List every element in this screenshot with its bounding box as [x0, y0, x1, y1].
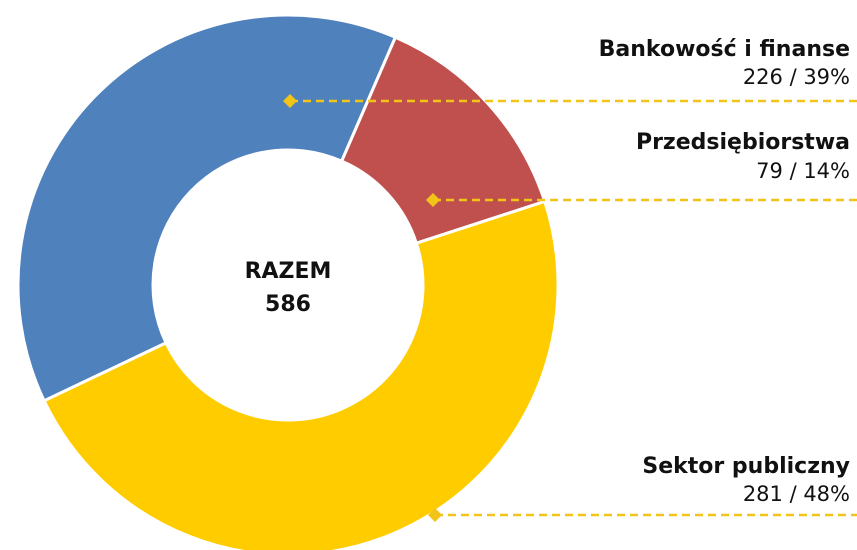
leader-marker: [428, 508, 442, 522]
center-label: RAZEM: [245, 259, 332, 284]
label-value: 281 / 48%: [743, 482, 850, 506]
center-total: 586: [265, 292, 311, 317]
label-name: Przedsiębiorstwa: [636, 130, 850, 155]
leader-marker: [283, 94, 297, 108]
label-name: Sektor publiczny: [642, 454, 850, 479]
slice: [42, 199, 560, 550]
donut: [16, 13, 560, 550]
label-value: 226 / 39%: [743, 65, 850, 89]
leader-marker: [426, 193, 440, 207]
slice: [339, 35, 547, 246]
slice: [16, 13, 398, 403]
label-name: Bankowość i finanse: [599, 37, 850, 62]
label-value: 79 / 14%: [756, 159, 850, 183]
